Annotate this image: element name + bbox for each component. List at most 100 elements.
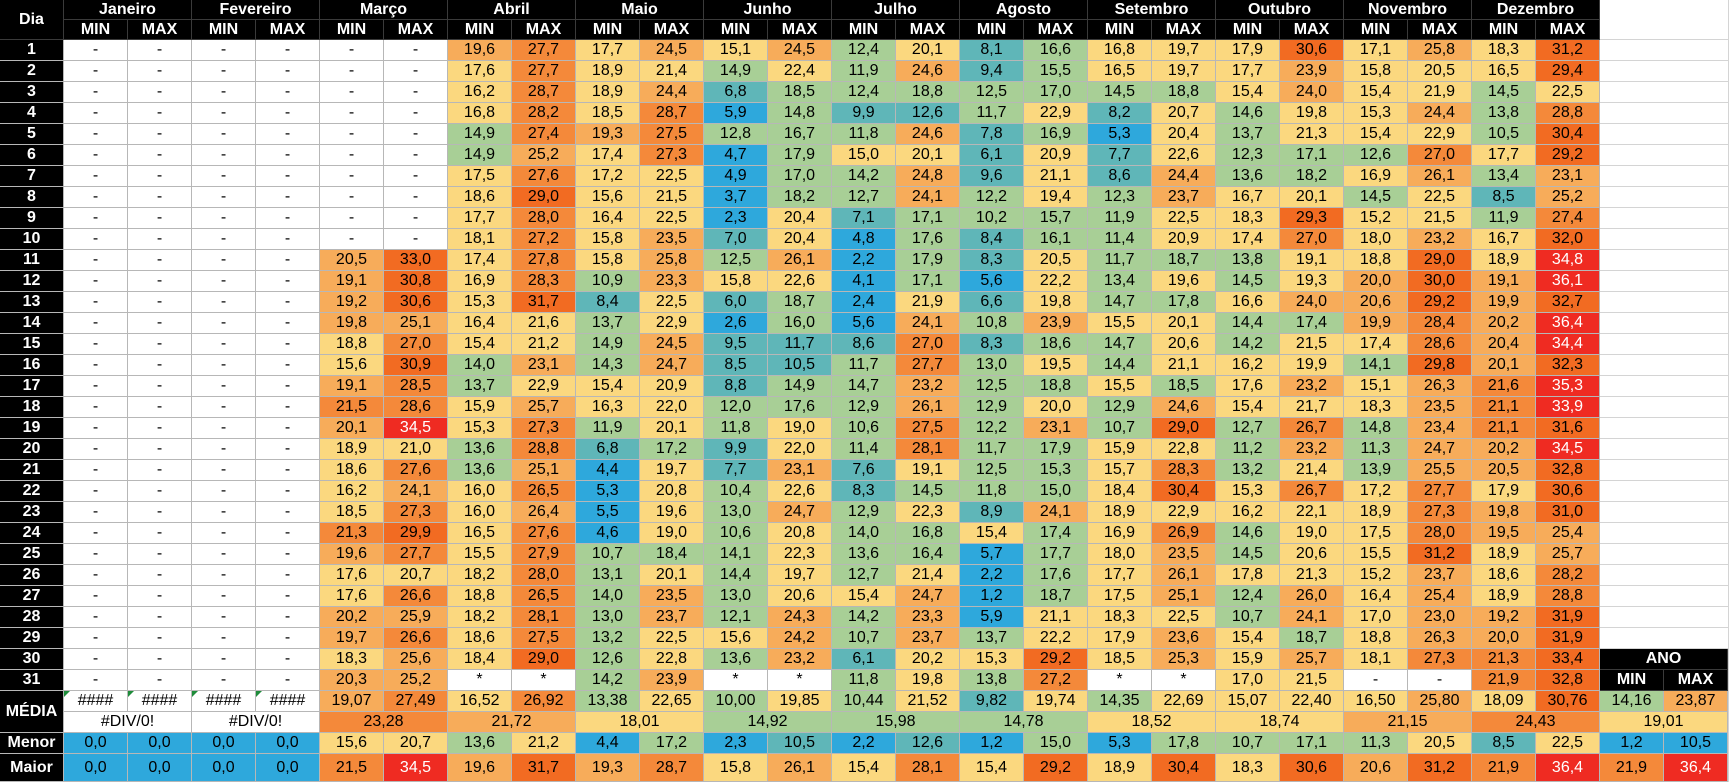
cell-max[interactable]: 23,1 xyxy=(512,355,576,376)
cell-min[interactable]: - xyxy=(64,376,128,397)
cell-max[interactable]: - xyxy=(128,355,192,376)
cell-min[interactable]: 13,6 xyxy=(1216,166,1280,187)
cell-min[interactable]: - xyxy=(320,166,384,187)
ano-media-max[interactable]: 23,87 xyxy=(1664,691,1728,712)
cell-max[interactable]: 33,0 xyxy=(384,250,448,271)
cell-max[interactable]: 27,7 xyxy=(896,355,960,376)
cell-min[interactable]: 15,1 xyxy=(704,40,768,61)
cell-min[interactable]: - xyxy=(192,82,256,103)
media-combined[interactable]: 21,72 xyxy=(448,712,576,733)
cell-min[interactable]: 14,0 xyxy=(576,586,640,607)
menor-max[interactable]: 22,5 xyxy=(1536,733,1600,754)
ano-menor-max[interactable]: 10,5 xyxy=(1664,733,1728,754)
media-combined[interactable]: #DIV/0! xyxy=(192,712,320,733)
cell-min[interactable]: 5,7 xyxy=(960,544,1024,565)
cell-min[interactable]: 11,9 xyxy=(1088,208,1152,229)
cell-max[interactable]: 20,6 xyxy=(1152,334,1216,355)
cell-max[interactable]: 28,1 xyxy=(512,607,576,628)
cell-min[interactable]: 13,1 xyxy=(576,565,640,586)
cell-max[interactable]: 23,7 xyxy=(1408,565,1472,586)
cell-max[interactable]: 27,2 xyxy=(1024,670,1088,691)
cell-max[interactable]: 21,5 xyxy=(1408,208,1472,229)
cell-max[interactable]: 21,4 xyxy=(1280,460,1344,481)
cell-max[interactable]: 26,5 xyxy=(512,481,576,502)
cell-max[interactable]: 27,5 xyxy=(640,124,704,145)
cell-max[interactable]: 26,6 xyxy=(384,628,448,649)
cell-min[interactable]: 21,9 xyxy=(1472,670,1536,691)
cell-max[interactable]: - xyxy=(1408,670,1472,691)
cell-max[interactable]: 22,5 xyxy=(1152,208,1216,229)
cell-max[interactable]: 20,9 xyxy=(640,376,704,397)
cell-max[interactable]: 18,8 xyxy=(896,82,960,103)
cell-max[interactable]: - xyxy=(384,82,448,103)
cell-max[interactable]: 23,6 xyxy=(1152,628,1216,649)
cell-max[interactable]: - xyxy=(128,292,192,313)
cell-max[interactable]: 22,8 xyxy=(1152,439,1216,460)
cell-min[interactable]: - xyxy=(64,607,128,628)
cell-max[interactable]: - xyxy=(256,523,320,544)
cell-max[interactable]: 27,7 xyxy=(512,61,576,82)
cell-max[interactable]: - xyxy=(384,166,448,187)
cell-min[interactable]: 17,0 xyxy=(1216,670,1280,691)
cell-max[interactable]: 17,8 xyxy=(1152,292,1216,313)
ano-maior-max[interactable]: 36,4 xyxy=(1664,754,1728,782)
cell-min[interactable]: 14,5 xyxy=(1216,544,1280,565)
cell-min[interactable]: 15,4 xyxy=(1344,124,1408,145)
maior-max[interactable]: 34,5 xyxy=(384,754,448,782)
cell-max[interactable]: 28,8 xyxy=(512,439,576,460)
cell-min[interactable]: 5,5 xyxy=(576,502,640,523)
cell-min[interactable]: - xyxy=(64,670,128,691)
cell-min[interactable]: 18,4 xyxy=(1088,481,1152,502)
cell-min[interactable]: 16,2 xyxy=(448,82,512,103)
cell-min[interactable]: 20,5 xyxy=(1472,460,1536,481)
cell-max[interactable]: 15,0 xyxy=(1024,481,1088,502)
maior-max[interactable]: 28,1 xyxy=(896,754,960,782)
cell-min[interactable]: 13,8 xyxy=(1472,103,1536,124)
media-min[interactable]: 9,82 xyxy=(960,691,1024,712)
cell-max[interactable]: 22,3 xyxy=(896,502,960,523)
cell-max[interactable]: 28,7 xyxy=(512,82,576,103)
cell-min[interactable]: 15,4 xyxy=(448,334,512,355)
cell-min[interactable]: 8,5 xyxy=(1472,187,1536,208)
cell-min[interactable]: 11,9 xyxy=(576,418,640,439)
cell-max[interactable]: - xyxy=(256,61,320,82)
cell-min[interactable]: - xyxy=(192,502,256,523)
cell-max[interactable]: 25,3 xyxy=(1152,649,1216,670)
cell-max[interactable]: - xyxy=(384,61,448,82)
cell-max[interactable]: 27,3 xyxy=(1408,502,1472,523)
cell-max[interactable]: - xyxy=(128,649,192,670)
cell-max[interactable]: 21,5 xyxy=(1280,334,1344,355)
cell-min[interactable]: - xyxy=(64,481,128,502)
cell-min[interactable]: 19,6 xyxy=(448,40,512,61)
cell-min[interactable]: - xyxy=(192,607,256,628)
cell-min[interactable]: - xyxy=(192,460,256,481)
cell-min[interactable]: 11,2 xyxy=(1216,439,1280,460)
cell-min[interactable]: 12,7 xyxy=(1216,418,1280,439)
cell-min[interactable]: 12,1 xyxy=(704,607,768,628)
cell-min[interactable]: 2,2 xyxy=(832,250,896,271)
cell-min[interactable]: 13,0 xyxy=(576,607,640,628)
cell-max[interactable]: 22,4 xyxy=(768,61,832,82)
cell-min[interactable]: - xyxy=(64,397,128,418)
cell-min[interactable]: 20,3 xyxy=(320,670,384,691)
cell-min[interactable]: 15,5 xyxy=(448,544,512,565)
cell-min[interactable]: 17,6 xyxy=(1216,376,1280,397)
cell-max[interactable]: 21,7 xyxy=(1280,397,1344,418)
cell-max[interactable]: 18,7 xyxy=(1280,628,1344,649)
cell-min[interactable]: 5,6 xyxy=(960,271,1024,292)
cell-max[interactable]: 18,8 xyxy=(1152,82,1216,103)
cell-max[interactable]: 27,7 xyxy=(1408,481,1472,502)
menor-min[interactable]: 4,4 xyxy=(576,733,640,754)
cell-max[interactable]: 12,6 xyxy=(896,103,960,124)
cell-min[interactable]: 18,6 xyxy=(1472,565,1536,586)
cell-max[interactable]: 29,2 xyxy=(1024,649,1088,670)
cell-max[interactable]: 19,7 xyxy=(640,460,704,481)
cell-min[interactable]: - xyxy=(192,355,256,376)
cell-max[interactable]: 17,4 xyxy=(1024,523,1088,544)
cell-max[interactable]: 30,4 xyxy=(1152,481,1216,502)
cell-max[interactable]: 22,2 xyxy=(1024,628,1088,649)
cell-min[interactable]: - xyxy=(192,523,256,544)
cell-max[interactable]: 21,3 xyxy=(1280,124,1344,145)
media-max[interactable]: 25,80 xyxy=(1408,691,1472,712)
cell-min[interactable]: 11,8 xyxy=(832,124,896,145)
